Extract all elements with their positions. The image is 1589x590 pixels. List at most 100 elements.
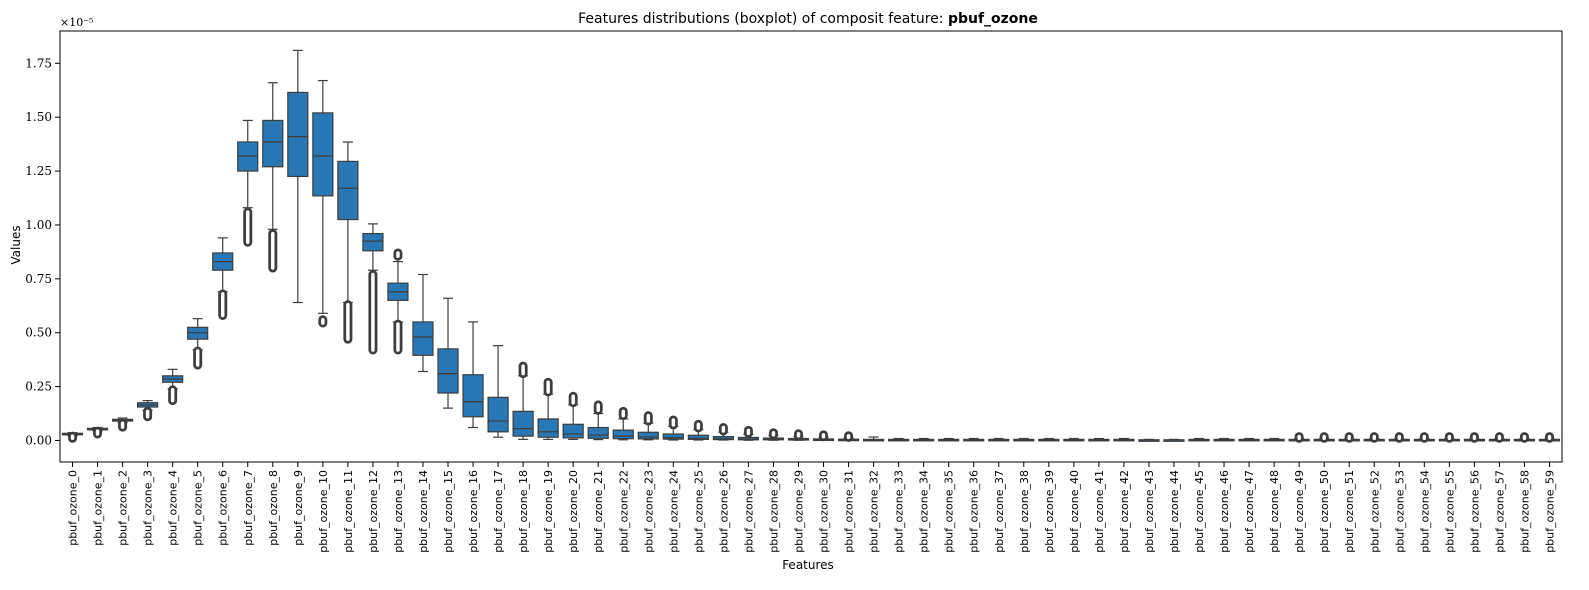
x-tick-label: pbuf_ozone_52 <box>1368 470 1381 553</box>
x-tick-label: pbuf_ozone_23 <box>642 470 655 553</box>
box-pbuf_ozone_1 <box>86 426 109 439</box>
box-pbuf_ozone_7 <box>237 119 259 247</box>
x-tick-label: pbuf_ozone_57 <box>1493 470 1506 553</box>
y-tick-label: 1.75 <box>25 56 52 70</box>
box-pbuf_ozone_15 <box>437 297 459 409</box>
x-tick-label: pbuf_ozone_6 <box>217 470 230 546</box>
box-pbuf_ozone_5 <box>187 318 209 370</box>
box-pbuf_ozone_46 <box>1213 437 1235 442</box>
box-pbuf_ozone_33 <box>888 437 910 442</box>
iqr-box <box>562 423 584 439</box>
box-pbuf_ozone_32 <box>862 436 885 442</box>
box-pbuf_ozone_12 <box>362 223 384 355</box>
box-pbuf_ozone_23 <box>637 411 659 441</box>
box-pbuf_ozone_28 <box>762 428 785 441</box>
x-tick-label: pbuf_ozone_13 <box>392 470 405 553</box>
box-pbuf_ozone_40 <box>1063 437 1085 442</box>
x-tick-label: pbuf_ozone_35 <box>943 470 956 553</box>
x-tick-label: pbuf_ozone_39 <box>1043 470 1056 553</box>
iqr-box <box>487 396 509 433</box>
box-pbuf_ozone_43 <box>1138 438 1160 442</box>
x-tick-label: pbuf_ozone_22 <box>617 470 630 553</box>
iqr-box <box>312 112 334 197</box>
x-tick-label: pbuf_ozone_31 <box>843 470 856 553</box>
y-tick-label: 1.25 <box>25 164 52 178</box>
iqr-box <box>612 429 634 440</box>
x-tick-label: pbuf_ozone_11 <box>342 470 355 553</box>
y-tick-label: 0.50 <box>25 326 52 340</box>
box-pbuf_ozone_58 <box>1513 432 1536 443</box>
iqr-box <box>637 431 659 440</box>
box-pbuf_ozone_27 <box>737 425 760 441</box>
x-tick-label: pbuf_ozone_32 <box>868 470 881 553</box>
box-pbuf_ozone_38 <box>1013 437 1035 442</box>
x-tick-label: pbuf_ozone_10 <box>317 470 330 553</box>
x-tick-label: pbuf_ozone_41 <box>1093 470 1106 553</box>
y-tick-label: 0.75 <box>25 272 52 286</box>
iqr-box <box>262 119 284 168</box>
y-scale-label: ×10⁻⁵ <box>60 16 93 29</box>
x-tick-label: pbuf_ozone_47 <box>1243 470 1256 553</box>
x-tick-label: pbuf_ozone_5 <box>192 470 205 546</box>
iqr-box <box>362 232 384 252</box>
box-pbuf_ozone_34 <box>913 437 935 442</box>
box-pbuf_ozone_53 <box>1388 432 1410 443</box>
box-pbuf_ozone_45 <box>1188 437 1210 442</box>
x-tick-label: pbuf_ozone_40 <box>1068 470 1081 553</box>
x-tick-label: pbuf_ozone_25 <box>692 470 705 553</box>
x-tick-label: pbuf_ozone_45 <box>1193 470 1206 553</box>
x-tick-label: pbuf_ozone_12 <box>367 470 380 553</box>
iqr-box <box>512 410 534 437</box>
x-tick-label: pbuf_ozone_20 <box>567 470 580 553</box>
box-pbuf_ozone_19 <box>537 377 559 440</box>
x-tick-label: pbuf_ozone_18 <box>517 470 530 553</box>
box-pbuf_ozone_55 <box>1438 432 1460 443</box>
box-pbuf_ozone_44 <box>1163 438 1185 442</box>
box-pbuf_ozone_39 <box>1038 437 1060 442</box>
box-pbuf_ozone_0 <box>61 431 84 443</box>
x-tick-label: pbuf_ozone_49 <box>1293 470 1306 553</box>
x-tick-label: pbuf_ozone_37 <box>993 470 1006 553</box>
box-pbuf_ozone_9 <box>287 49 309 304</box>
box-pbuf_ozone_30 <box>812 430 835 442</box>
x-tick-label: pbuf_ozone_43 <box>1143 470 1156 553</box>
x-tick-label: pbuf_ozone_30 <box>818 470 831 553</box>
x-tick-label: pbuf_ozone_56 <box>1468 470 1481 553</box>
x-tick-label: pbuf_ozone_17 <box>492 470 505 553</box>
x-tick-label: pbuf_ozone_27 <box>742 470 755 553</box>
x-tick-label: pbuf_ozone_19 <box>542 470 555 553</box>
iqr-box <box>687 434 709 440</box>
box-pbuf_ozone_2 <box>111 417 134 432</box>
x-tick-label: pbuf_ozone_21 <box>592 470 605 553</box>
ticks-layer: 0.00 0.25 0.50 0.75 1.00 1.25 1.50 1.75 pbuf_ozo… <box>25 56 1556 552</box>
x-tick-label: pbuf_ozone_28 <box>767 470 780 553</box>
x-tick-label: pbuf_ozone_24 <box>667 470 680 553</box>
box-pbuf_ozone_57 <box>1488 432 1511 443</box>
box-pbuf_ozone_20 <box>562 391 584 440</box>
box-pbuf_ozone_37 <box>988 437 1010 442</box>
x-tick-label: pbuf_ozone_54 <box>1418 470 1431 553</box>
x-tick-label: pbuf_ozone_48 <box>1268 470 1281 553</box>
box-pbuf_ozone_49 <box>1288 432 1310 443</box>
iqr-box <box>437 348 459 394</box>
x-axis-label: Features <box>782 558 834 572</box>
box-pbuf_ozone_31 <box>837 431 860 442</box>
x-tick-label: pbuf_ozone_26 <box>717 470 730 553</box>
box-pbuf_ozone_22 <box>612 406 634 441</box>
box-pbuf_ozone_10 <box>312 79 334 328</box>
x-tick-label: pbuf_ozone_7 <box>242 470 255 546</box>
x-tick-label: pbuf_ozone_0 <box>67 470 80 546</box>
x-tick-label: pbuf_ozone_15 <box>442 470 455 553</box>
x-tick-label: pbuf_ozone_33 <box>893 470 906 553</box>
x-tick-label: pbuf_ozone_4 <box>167 470 180 546</box>
x-tick-label: pbuf_ozone_1 <box>92 470 105 546</box>
iqr-box <box>462 374 484 418</box>
box-pbuf_ozone_6 <box>212 237 234 320</box>
chart-title: Features distributions (boxplot) of comp… <box>578 11 1038 27</box>
box-pbuf_ozone_35 <box>938 437 960 442</box>
x-tick-label: pbuf_ozone_42 <box>1118 470 1131 553</box>
x-tick-label: pbuf_ozone_34 <box>918 470 931 553</box>
iqr-box <box>537 418 559 438</box>
plot-frame <box>59 30 1563 463</box>
